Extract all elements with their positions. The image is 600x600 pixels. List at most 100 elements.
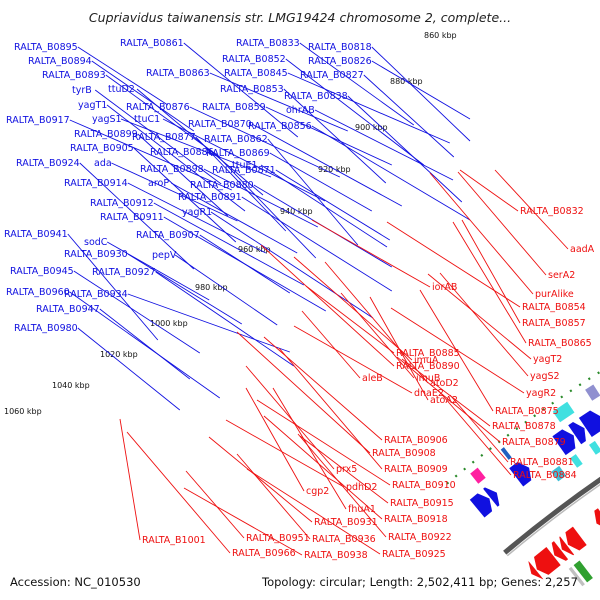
leader-line: [245, 365, 335, 470]
gene-label: RALTA_B0884: [513, 470, 577, 481]
feature-block-mid: [570, 454, 583, 468]
leader-line: [189, 106, 340, 178]
leader-line: [449, 394, 509, 463]
gene-label: RALTA_B0870: [188, 119, 252, 130]
gene-label: RALTA_B0838: [284, 91, 348, 102]
gene-label: RALTA_B0878: [492, 421, 556, 432]
tick-label: 1060 kbp: [4, 407, 42, 416]
tick-label: 1000 kbp: [150, 319, 188, 328]
feature-block-inner: [573, 560, 593, 583]
gene-label: RALTA_B0910: [392, 480, 456, 491]
feature-block-outer: [500, 447, 512, 460]
leader-line: [283, 88, 387, 184]
gene-label: RALTA_B0877: [132, 132, 196, 143]
gene-label: RALTA_B0852: [222, 54, 286, 65]
reverse-cds-arrow: [559, 536, 575, 556]
gene-label: aleB: [362, 373, 383, 384]
gene-label: atoD2: [430, 378, 459, 389]
gene-label: yagS1: [92, 114, 122, 125]
leader-line: [126, 431, 231, 554]
tick-label: 940 kbp: [280, 207, 313, 216]
leader-line: [263, 415, 383, 520]
genome-summary: Topology: circular; Length: 2,502,411 bp…: [262, 575, 578, 589]
gene-label: RALTA_B0936: [312, 534, 376, 545]
gene-label: ada: [94, 158, 112, 169]
leader-line: [299, 435, 389, 504]
leader-line: [324, 261, 429, 384]
gene-label: RALTA_B0912: [90, 198, 154, 209]
feature-block-outer: [470, 467, 486, 484]
gene-label: RALTA_B0833: [236, 38, 300, 49]
leader-line: [285, 58, 425, 166]
gene-label: purAlike: [535, 289, 574, 300]
tick-label: 900 kbp: [355, 123, 388, 132]
leader-line: [79, 162, 195, 270]
gene-label: aadA: [570, 244, 595, 255]
leader-line: [340, 292, 415, 379]
leader-line: [183, 487, 303, 556]
gene-label: RALTA_B0918: [384, 514, 448, 525]
tick-label: 1040 kbp: [52, 381, 90, 390]
gene-label: RALTA_B0863: [146, 68, 210, 79]
gene-label: RALTA_B0915: [390, 498, 454, 509]
gene-label: RALTA_B0980: [14, 323, 78, 334]
gene-label: RALTA_B0908: [372, 448, 436, 459]
gene-label: pepV: [152, 250, 177, 261]
reverse-cds-arrow: [565, 526, 587, 551]
gene-label: RALTA_B1001: [142, 535, 206, 546]
gene-label: RALTA_B0917: [6, 115, 70, 126]
gene-label: RALTA_B0862: [204, 134, 268, 145]
leader-line: [69, 291, 221, 399]
leader-line: [439, 272, 529, 377]
gene-label: RALTA_B0880: [190, 180, 254, 191]
leader-line: [127, 293, 290, 353]
leader-line: [429, 172, 534, 295]
leader-line: [263, 336, 383, 441]
reverse-cds-arrow: [528, 561, 544, 580]
leader-line: [105, 74, 221, 158]
gene-label: RALTA_B0906: [384, 435, 448, 446]
gene-label: RALTA_B0832: [520, 206, 584, 217]
gene-label: RALTA_B0966: [232, 548, 296, 559]
leader-line: [246, 468, 381, 555]
gene-label: RALTA_B0938: [304, 550, 368, 561]
leader-line: [311, 125, 471, 221]
leader-line: [209, 72, 348, 132]
leader-line: [241, 196, 393, 292]
leader-line: [155, 271, 295, 367]
leader-line: [67, 233, 159, 341]
leader-line: [251, 123, 403, 207]
leader-line: [208, 436, 313, 523]
gene-label: RALTA_B0853: [220, 84, 284, 95]
leader-line: [162, 118, 326, 202]
gene-label: RALTA_B0945: [10, 266, 74, 277]
gene-label: RALTA_B0905: [70, 143, 134, 154]
gene-label: yagT2: [533, 354, 562, 365]
gene-label: RALTA_B0865: [528, 338, 592, 349]
leader-line: [267, 138, 359, 246]
gene-label: RALTA_B0879: [502, 437, 566, 448]
gene-label: RALTA_B0818: [308, 42, 372, 53]
leader-line: [272, 387, 347, 510]
gene-label: prx5: [336, 464, 357, 475]
leader-line: [401, 358, 491, 427]
gene-label: atoA2: [430, 395, 458, 406]
leader-line: [236, 453, 311, 540]
leader-line: [305, 285, 395, 354]
leader-line: [371, 46, 471, 142]
leader-line: [245, 387, 305, 492]
leader-line: [494, 169, 569, 250]
gene-label: RALTA_B0826: [308, 56, 372, 67]
leader-line: [461, 219, 521, 324]
leader-line: [137, 133, 229, 217]
tick-label: 960 kbp: [238, 245, 271, 254]
gene-label: RALTA_B0881: [510, 457, 574, 468]
gene-label: ttuE1: [232, 160, 258, 171]
leader-line: [419, 289, 494, 412]
leader-line: [363, 74, 455, 158]
gene-label: RALTA_B0951: [246, 533, 310, 544]
gene-label: RALTA_B0857: [522, 318, 586, 329]
leader-line: [236, 331, 371, 454]
leader-line: [396, 356, 501, 443]
